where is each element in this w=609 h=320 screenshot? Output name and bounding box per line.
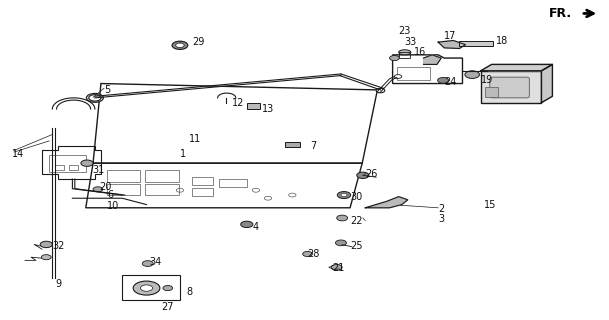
Text: 28: 28 <box>308 249 320 259</box>
Circle shape <box>41 255 51 260</box>
Text: 25: 25 <box>350 241 362 251</box>
Text: 3: 3 <box>438 214 445 224</box>
Circle shape <box>93 187 103 192</box>
Polygon shape <box>541 64 552 103</box>
Bar <box>219 179 247 187</box>
Bar <box>146 184 178 195</box>
Circle shape <box>141 285 153 291</box>
Circle shape <box>336 240 347 246</box>
Text: 7: 7 <box>311 141 317 151</box>
Bar <box>247 103 260 109</box>
Bar <box>122 275 180 300</box>
Text: 24: 24 <box>444 77 457 87</box>
Text: 34: 34 <box>150 257 162 267</box>
Text: 31: 31 <box>92 164 104 174</box>
Circle shape <box>172 41 188 50</box>
Circle shape <box>40 241 52 248</box>
Bar <box>146 170 178 182</box>
Text: 33: 33 <box>405 37 417 47</box>
Text: 14: 14 <box>12 148 24 159</box>
Circle shape <box>331 265 342 270</box>
Circle shape <box>337 215 348 221</box>
Circle shape <box>175 43 184 48</box>
Circle shape <box>241 221 253 228</box>
Bar <box>107 170 141 182</box>
Bar <box>192 188 213 196</box>
Circle shape <box>163 285 172 291</box>
Text: 11: 11 <box>189 134 202 144</box>
Polygon shape <box>481 64 552 71</box>
Text: 20: 20 <box>100 182 112 192</box>
Text: 5: 5 <box>104 85 110 95</box>
Circle shape <box>86 93 104 102</box>
Text: 16: 16 <box>414 47 426 57</box>
Circle shape <box>81 160 93 166</box>
Circle shape <box>395 75 402 78</box>
Bar <box>107 184 141 195</box>
Text: 27: 27 <box>162 301 174 312</box>
Bar <box>400 52 410 58</box>
Text: 32: 32 <box>52 241 65 251</box>
Circle shape <box>303 252 312 257</box>
Text: 19: 19 <box>481 75 493 85</box>
Text: 10: 10 <box>107 201 119 211</box>
Bar <box>285 141 300 147</box>
Circle shape <box>390 55 400 60</box>
Polygon shape <box>365 197 408 208</box>
Bar <box>49 155 86 172</box>
Text: 21: 21 <box>332 263 344 273</box>
Text: FR.: FR. <box>549 7 572 20</box>
Circle shape <box>133 281 160 295</box>
Bar <box>69 165 78 170</box>
Circle shape <box>89 95 101 101</box>
Text: 2: 2 <box>438 204 445 214</box>
FancyBboxPatch shape <box>481 71 541 103</box>
Bar <box>485 87 498 97</box>
Text: 6: 6 <box>107 190 113 200</box>
Circle shape <box>341 194 347 197</box>
Circle shape <box>143 261 153 267</box>
Text: 22: 22 <box>350 216 362 226</box>
Text: 17: 17 <box>444 31 457 41</box>
Circle shape <box>376 88 385 93</box>
Text: 26: 26 <box>365 169 378 179</box>
Circle shape <box>357 172 369 179</box>
Bar <box>459 41 493 46</box>
Text: 1: 1 <box>180 148 186 159</box>
Text: 18: 18 <box>496 36 508 45</box>
Ellipse shape <box>399 50 411 55</box>
Text: 9: 9 <box>55 279 62 289</box>
Bar <box>55 165 65 170</box>
Text: 15: 15 <box>484 200 496 210</box>
Bar <box>192 177 213 186</box>
Text: 30: 30 <box>350 192 362 202</box>
Text: 8: 8 <box>186 287 192 297</box>
Circle shape <box>438 77 448 83</box>
Bar <box>397 67 431 80</box>
Text: 29: 29 <box>192 37 205 47</box>
FancyBboxPatch shape <box>490 77 529 98</box>
Circle shape <box>465 71 479 78</box>
Text: 23: 23 <box>399 26 411 36</box>
Circle shape <box>337 192 351 198</box>
Text: 12: 12 <box>231 98 244 108</box>
Text: 13: 13 <box>262 104 274 114</box>
Text: 4: 4 <box>253 222 259 232</box>
Polygon shape <box>424 55 441 64</box>
Polygon shape <box>438 41 465 49</box>
